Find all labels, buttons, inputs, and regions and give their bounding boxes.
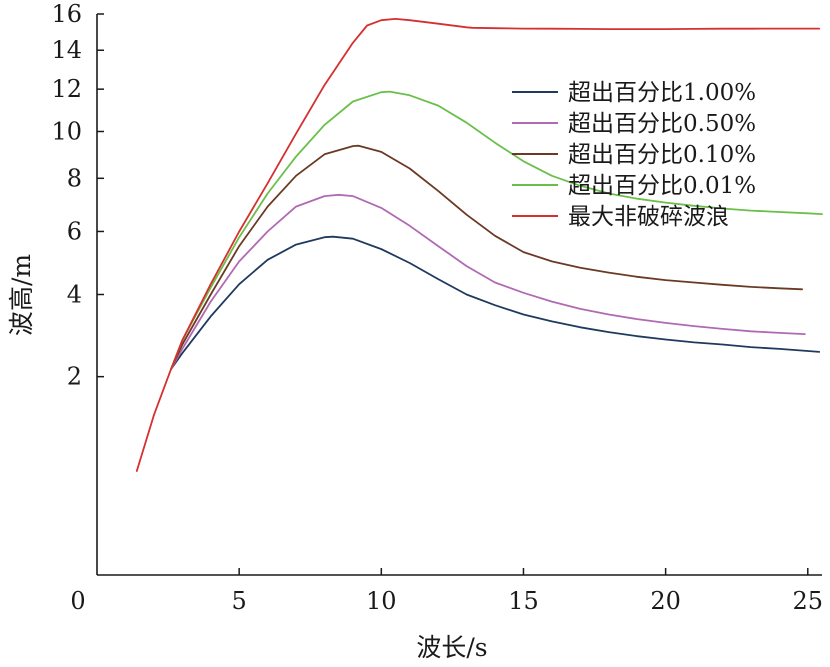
x-ticks: 0 5 10 15 20 25 — [70, 568, 823, 615]
y-tick-label: 2 — [67, 363, 82, 391]
legend-label: 超出百分比0.10% — [568, 142, 756, 168]
series-lines — [135, 17, 823, 472]
y-tick-label: 12 — [51, 75, 82, 103]
x-tick-label: 10 — [366, 587, 397, 615]
y-axis-title: 波高/m — [7, 254, 36, 336]
x-tick-label: 5 — [232, 587, 247, 615]
x-tick-label: 25 — [793, 587, 824, 615]
x-tick-label: 0 — [70, 587, 85, 615]
series-line-2 — [169, 144, 803, 371]
legend: 超出百分比1.00% 超出百分比0.50% 超出百分比0.10% 超出百分比0.01%… — [512, 80, 756, 230]
y-tick-label: 14 — [51, 36, 82, 64]
legend-label: 最大非破碎波浪 — [568, 204, 729, 230]
legend-label: 超出百分比0.01% — [568, 173, 756, 199]
x-tick-label: 15 — [508, 587, 539, 615]
x-tick-label: 20 — [650, 587, 681, 615]
y-tick-label: 16 — [51, 0, 82, 28]
y-ticks: 2 4 6 8 10 12 14 16 — [51, 0, 104, 391]
y-tick-label: 6 — [67, 217, 82, 245]
legend-label: 超出百分比0.50% — [568, 111, 756, 137]
y-tick-label: 8 — [67, 164, 82, 192]
series-line-4 — [135, 17, 821, 472]
y-tick-label: 4 — [67, 281, 82, 309]
series-line-3 — [169, 90, 823, 371]
x-axis-title: 波长/s — [416, 633, 487, 662]
series-line-0 — [169, 235, 821, 371]
y-tick-label: 10 — [51, 117, 82, 145]
series-line-1 — [169, 193, 806, 371]
legend-label: 超出百分比1.00% — [568, 80, 756, 106]
